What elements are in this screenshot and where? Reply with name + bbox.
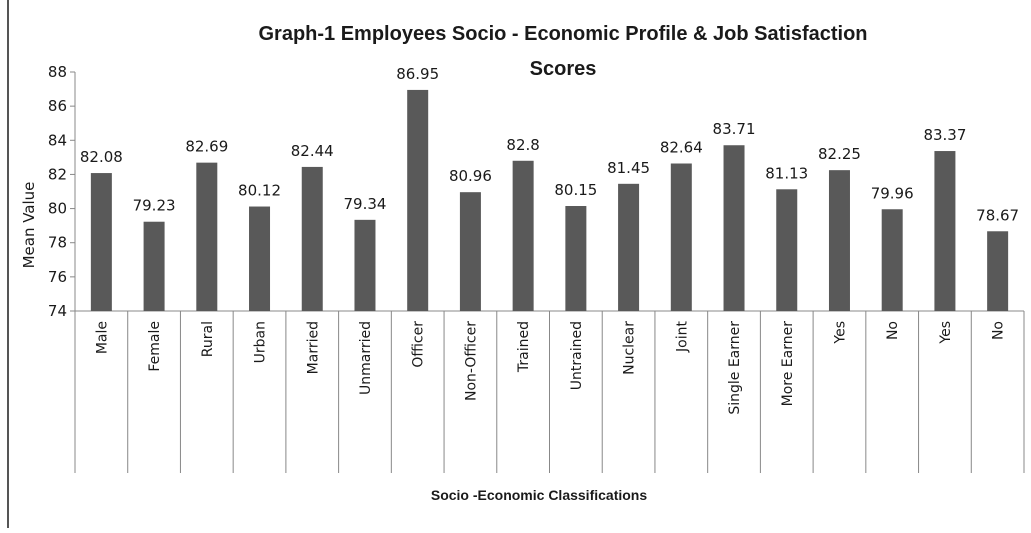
data-label: 80.12 (238, 182, 281, 200)
data-label: 82.44 (291, 142, 334, 160)
bar (90, 173, 112, 311)
data-label: 82.69 (185, 138, 228, 156)
chart-title-line-2: Scores (530, 58, 597, 80)
category-label: Yes (832, 321, 848, 345)
y-axis-label: Mean Value (20, 182, 38, 269)
plot-area: 74 76 78 80 82 84 86 88 82.08 Male 79.23 Female 82.6… (48, 63, 1025, 473)
bar (565, 206, 587, 311)
y-tick-label: 74 (48, 302, 67, 320)
category-label: Officer (411, 321, 427, 368)
category-label: Joint (674, 320, 690, 352)
x-axis-label: Socio -Economic Classifications (431, 487, 647, 503)
bar (354, 219, 376, 311)
bar (723, 145, 745, 311)
data-label: 79.96 (871, 184, 914, 202)
y-tick-label: 88 (48, 63, 67, 81)
category-label: Rural (200, 321, 216, 357)
data-label: 81.13 (765, 164, 808, 182)
y-tick-label: 84 (48, 131, 67, 149)
data-label: 83.37 (923, 126, 966, 144)
y-tick-label: 82 (48, 165, 67, 183)
data-label: 80.96 (449, 167, 492, 185)
bar (196, 162, 218, 311)
data-label: 79.34 (343, 195, 386, 213)
bar (828, 170, 850, 311)
data-label: 82.08 (80, 148, 123, 166)
category-label: Female (147, 321, 163, 372)
y-tick-label: 76 (48, 268, 67, 286)
category-label: Urban (253, 321, 269, 363)
bar (934, 151, 956, 311)
data-label: 78.67 (976, 206, 1019, 224)
data-label: 81.45 (607, 159, 650, 177)
bar (143, 221, 165, 311)
bar (249, 206, 271, 311)
data-label: 82.64 (660, 139, 703, 157)
category-label: Non-Officer (463, 321, 479, 401)
category-label: Married (305, 321, 321, 374)
y-tick-label: 86 (48, 97, 67, 115)
chart-title-line-1: Graph-1 Employees Socio - Economic Profi… (258, 23, 867, 45)
data-label: 79.23 (133, 197, 176, 215)
y-tick-label: 78 (48, 234, 67, 252)
category-label: Yes (938, 321, 954, 345)
bar (987, 231, 1009, 311)
category-label: No (885, 321, 901, 340)
data-label: 82.8 (506, 136, 539, 154)
category-label: More Earner (780, 321, 796, 407)
data-label: 80.15 (554, 181, 597, 199)
data-label: 82.25 (818, 145, 861, 163)
bar (776, 189, 798, 311)
category-label: Trained (516, 321, 532, 373)
category-label: Untrained (569, 321, 585, 390)
bar (407, 89, 429, 311)
bar (512, 160, 534, 311)
category-label: No (991, 321, 1007, 340)
y-tick-label: 80 (48, 200, 67, 218)
category-label: Unmarried (358, 321, 374, 395)
bar (459, 192, 481, 311)
data-label: 83.71 (713, 120, 756, 138)
category-label: Male (94, 321, 110, 354)
bar (670, 163, 692, 311)
bar (618, 183, 640, 311)
category-label: Single Earner (727, 321, 743, 415)
category-label: Nuclear (622, 321, 638, 375)
data-label: 86.95 (396, 65, 439, 83)
bar (301, 166, 323, 311)
bar (881, 209, 903, 311)
